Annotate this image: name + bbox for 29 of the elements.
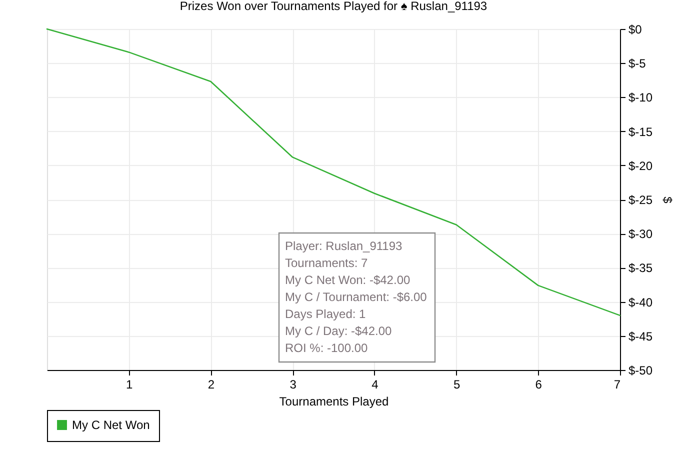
y-axis-title: $ (660, 196, 675, 204)
x-tick-label: 2 (208, 378, 215, 392)
annotation: ROI %: -100.00 (285, 341, 368, 355)
x-tick-label: 7 (614, 378, 621, 392)
y-tick-label: $-30 (628, 227, 653, 242)
annotation: My C / Tournament: -$6.00 (285, 290, 428, 304)
annotation: Tournaments: 7 (285, 256, 368, 270)
y-tick-label: $-45 (628, 329, 653, 344)
y-tick-label: $-5 (628, 56, 646, 71)
y-tick-label: $-50 (628, 364, 653, 378)
x-tick-label: 1 (126, 378, 134, 392)
annotation: Days Played: 1 (285, 307, 366, 321)
y-tick-label: $0 (628, 22, 642, 36)
x-tick-label: 3 (290, 378, 297, 392)
y-tick-label: $-20 (628, 158, 653, 173)
annotation: Player: Ruslan_91193 (285, 239, 403, 253)
y-tick-label: $-15 (628, 124, 653, 139)
y-tick-label: $-25 (628, 193, 653, 207)
annotation: My C / Day: -$42.00 (285, 324, 392, 338)
annotation: My C Net Won: -$42.00 (285, 273, 410, 287)
y-tick-label: $-10 (628, 90, 653, 105)
chart-title: Prizes Won over Tournaments Played for ♠ Ruslan_91193 (180, 0, 488, 13)
y-tick-label: $-40 (628, 295, 653, 310)
x-tick-label: 6 (535, 378, 542, 392)
y-tick-label: $-35 (628, 261, 653, 276)
x-tick-label: 5 (453, 378, 460, 392)
legend-label: My C Net Won (72, 418, 150, 432)
x-tick-label: 4 (372, 378, 379, 392)
x-axis-title: Tournaments Played (279, 394, 389, 408)
